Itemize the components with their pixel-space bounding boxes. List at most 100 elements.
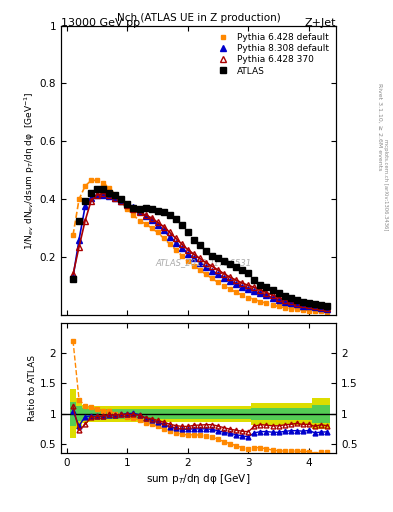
ATLAS: [107, 190, 112, 197]
Pythia 6.428 370: [137, 209, 142, 215]
Pythia 8.308 default: [228, 278, 233, 284]
Text: Z+Jet: Z+Jet: [305, 18, 336, 28]
Pythia 6.428 default: [167, 241, 172, 247]
ATLAS: [228, 261, 233, 267]
Pythia 6.428 default: [198, 267, 202, 273]
Pythia 6.428 default: [119, 199, 124, 205]
Pythia 8.308 default: [252, 288, 257, 294]
Pythia 6.428 default: [288, 306, 293, 312]
Pythia 8.308 default: [162, 227, 166, 233]
Pythia 8.308 default: [101, 192, 106, 198]
Pythia 8.308 default: [210, 268, 215, 274]
Pythia 8.308 default: [167, 233, 172, 240]
Pythia 8.308 default: [270, 295, 275, 301]
Pythia 6.428 default: [319, 308, 323, 314]
Pythia 6.428 370: [162, 224, 166, 230]
Pythia 6.428 370: [312, 303, 317, 309]
ATLAS: [198, 242, 202, 248]
Pythia 6.428 default: [113, 192, 118, 198]
Pythia 8.308 default: [246, 286, 251, 292]
Pythia 8.308 default: [307, 304, 311, 310]
Pythia 8.308 default: [77, 237, 81, 243]
Pythia 8.308 default: [107, 193, 112, 199]
Pythia 6.428 default: [216, 280, 220, 286]
Pythia 6.428 370: [173, 235, 178, 241]
Pythia 6.428 370: [83, 218, 88, 224]
Pythia 8.308 default: [300, 303, 305, 309]
Pythia 6.428 370: [143, 212, 148, 218]
X-axis label: sum p$_T$/dη dφ [GeV]: sum p$_T$/dη dφ [GeV]: [146, 472, 251, 486]
Pythia 6.428 370: [180, 241, 184, 247]
Pythia 6.428 default: [210, 275, 215, 282]
ATLAS: [325, 303, 329, 309]
ATLAS: [143, 205, 148, 211]
Pythia 8.308 default: [222, 275, 226, 281]
Pythia 8.308 default: [325, 306, 329, 312]
Pythia 8.308 default: [149, 217, 154, 223]
Pythia 8.308 default: [240, 284, 245, 290]
Pythia 6.428 370: [300, 301, 305, 307]
Pythia 6.428 default: [270, 302, 275, 308]
ATLAS: [270, 287, 275, 293]
ATLAS: [149, 206, 154, 212]
ATLAS: [258, 282, 263, 288]
Pythia 6.428 default: [149, 225, 154, 231]
Line: ATLAS: ATLAS: [70, 186, 330, 309]
Pythia 8.308 default: [185, 250, 190, 257]
ATLAS: [276, 290, 281, 296]
Pythia 6.428 370: [131, 206, 136, 212]
Pythia 6.428 default: [204, 271, 208, 278]
Line: Pythia 6.428 default: Pythia 6.428 default: [71, 178, 329, 314]
Pythia 6.428 370: [240, 280, 245, 286]
ATLAS: [77, 218, 81, 224]
Pythia 6.428 default: [155, 229, 160, 236]
Pythia 6.428 default: [276, 304, 281, 310]
Pythia 6.428 default: [240, 292, 245, 298]
Pythia 8.308 default: [319, 305, 323, 311]
ATLAS: [155, 208, 160, 214]
Pythia 6.428 370: [125, 202, 130, 208]
Pythia 8.308 default: [294, 302, 299, 308]
Pythia 6.428 default: [101, 180, 106, 186]
Pythia 6.428 370: [216, 267, 220, 273]
Legend: Pythia 6.428 default, Pythia 8.308 default, Pythia 6.428 370, ATLAS: Pythia 6.428 default, Pythia 8.308 defau…: [211, 30, 332, 78]
Pythia 8.308 default: [180, 245, 184, 251]
Line: Pythia 8.308 default: Pythia 8.308 default: [70, 192, 330, 312]
Pythia 6.428 370: [294, 300, 299, 306]
Pythia 6.428 default: [258, 298, 263, 305]
Pythia 6.428 370: [234, 277, 239, 283]
Pythia 8.308 default: [191, 255, 196, 262]
Pythia 6.428 default: [131, 212, 136, 218]
ATLAS: [185, 229, 190, 236]
Pythia 6.428 370: [101, 190, 106, 197]
Pythia 6.428 default: [300, 307, 305, 313]
Pythia 8.308 default: [173, 240, 178, 246]
Pythia 6.428 default: [294, 306, 299, 312]
Pythia 6.428 default: [173, 247, 178, 253]
Text: mcplots.cern.ch [arXiv:1306.3436]: mcplots.cern.ch [arXiv:1306.3436]: [384, 139, 388, 230]
Pythia 6.428 default: [191, 263, 196, 269]
ATLAS: [300, 299, 305, 305]
Pythia 6.428 370: [89, 198, 94, 204]
Pythia 6.428 default: [222, 283, 226, 289]
ATLAS: [125, 200, 130, 206]
Y-axis label: Ratio to ATLAS: Ratio to ATLAS: [28, 355, 37, 421]
Pythia 6.428 370: [191, 251, 196, 257]
ATLAS: [288, 295, 293, 302]
Pythia 6.428 default: [83, 183, 88, 189]
ATLAS: [294, 297, 299, 304]
ATLAS: [83, 198, 88, 204]
ATLAS: [167, 212, 172, 218]
Pythia 6.428 370: [228, 274, 233, 281]
Pythia 6.428 370: [77, 244, 81, 250]
ATLAS: [204, 248, 208, 254]
Pythia 6.428 370: [113, 195, 118, 201]
Pythia 6.428 default: [312, 308, 317, 314]
Pythia 6.428 default: [246, 294, 251, 301]
Pythia 6.428 default: [71, 232, 75, 239]
Pythia 6.428 370: [282, 296, 287, 303]
Pythia 8.308 default: [95, 192, 99, 198]
Pythia 6.428 370: [167, 229, 172, 236]
Pythia 6.428 370: [252, 284, 257, 290]
Pythia 6.428 default: [282, 305, 287, 311]
